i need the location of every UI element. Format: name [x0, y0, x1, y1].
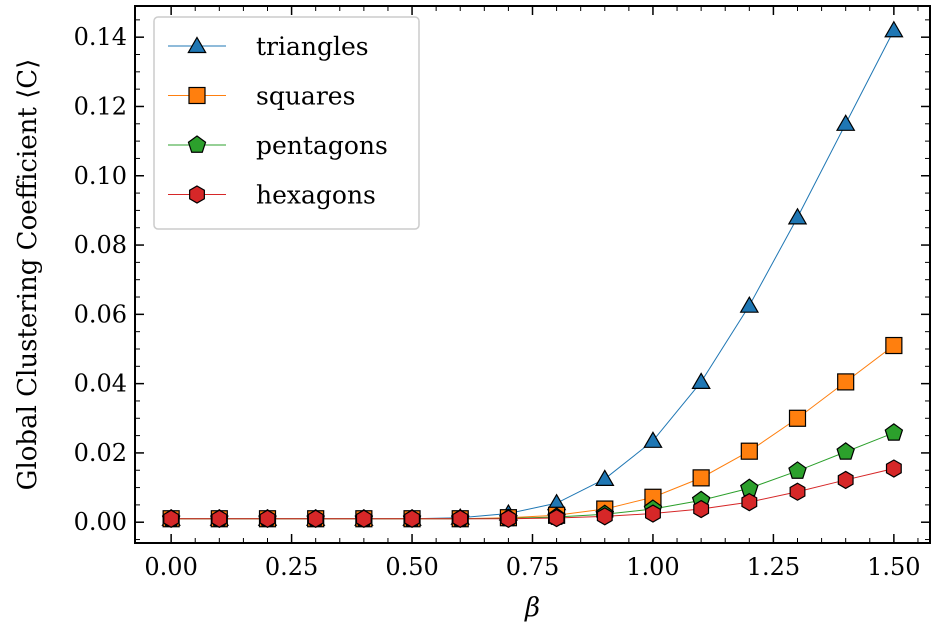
- hexagons-point: [741, 492, 758, 512]
- legend: triangles squares pentagons hexagons: [153, 16, 420, 230]
- y-tick-label: 0.02: [74, 439, 127, 467]
- triangles-point: [643, 431, 663, 448]
- x-tick-label: 1.00: [626, 553, 679, 581]
- pentagons-point: [836, 442, 855, 460]
- hexagons-point: [500, 509, 517, 528]
- pentagons-point: [884, 423, 904, 441]
- squares-point: [692, 469, 710, 487]
- triangles-point: [884, 20, 904, 38]
- y-tick-label: 0.08: [74, 231, 127, 259]
- x-tick-label: 1.50: [867, 553, 920, 581]
- triangles-point: [787, 207, 808, 225]
- hexagons-point: [693, 499, 710, 519]
- legend-label: squares: [256, 82, 355, 111]
- y-tick-label: 0.00: [74, 508, 127, 536]
- markers-hexagons: [163, 459, 902, 528]
- y-axis-label: Global Clustering Coefficient ⟨C⟩: [13, 59, 43, 491]
- hexagons-point: [644, 504, 661, 523]
- hexagons-line: [171, 468, 894, 520]
- hexagons-point: [404, 509, 421, 528]
- hexagons-point: [548, 508, 565, 528]
- hexagons-point: [789, 482, 806, 501]
- series-squares: [171, 345, 895, 520]
- legend-entry-squares: squares: [168, 82, 355, 111]
- hexagons-point: [259, 509, 276, 528]
- legend-marker-triangle: [187, 36, 207, 54]
- y-tick-label: 0.12: [74, 92, 127, 120]
- x-tick-label: 0.75: [506, 553, 559, 581]
- series-pentagons: [171, 432, 895, 520]
- squares-point: [837, 373, 855, 391]
- triangles-point: [595, 469, 615, 487]
- hexagons-point: [211, 509, 228, 528]
- y-tick-label: 0.06: [74, 300, 127, 328]
- hexagons-point: [307, 509, 324, 528]
- x-tick-label: 0.25: [265, 553, 318, 581]
- hexagons-point: [163, 509, 180, 528]
- legend-label: hexagons: [256, 181, 376, 210]
- triangles-point: [691, 372, 711, 389]
- squares-point: [788, 409, 807, 427]
- legend-label: pentagons: [256, 131, 388, 160]
- legend-box: [153, 16, 420, 230]
- legend-marker-square: [188, 86, 206, 105]
- legend-entry-triangles: triangles: [168, 32, 369, 61]
- pentagons-point: [788, 461, 807, 479]
- pentagons-line: [171, 432, 895, 520]
- triangles-point: [835, 114, 856, 131]
- hexagons-point: [452, 509, 469, 528]
- x-axis-label: β: [524, 593, 540, 623]
- legend-entry-pentagons: pentagons: [168, 131, 388, 160]
- hexagons-point: [885, 459, 902, 478]
- series-hexagons: [171, 468, 894, 520]
- x-tick-label: 1.25: [747, 553, 800, 581]
- y-tick-label: 0.10: [74, 162, 127, 190]
- legend-marker-hexagon: [189, 185, 205, 204]
- y-tick-label: 0.04: [74, 370, 127, 398]
- squares-point: [740, 442, 758, 460]
- series-layer: [161, 20, 904, 528]
- legend-marker-pentagon: [187, 135, 207, 153]
- hexagons-point: [596, 507, 613, 526]
- x-tick-label: 0.00: [144, 553, 197, 581]
- legend-entry-hexagons: hexagons: [168, 181, 376, 210]
- squares-point: [885, 336, 903, 355]
- hexagons-point: [355, 509, 372, 528]
- hexagons-point: [837, 470, 854, 490]
- markers-squares: [162, 336, 903, 528]
- squares-line: [171, 345, 895, 520]
- y-tick-label: 0.14: [74, 23, 127, 51]
- triangles-point: [739, 295, 760, 313]
- ticks-layer: 0.00 0.25 0.50 0.75 1.00 1.25 1.50 0.00 0.02 0.04…: [74, 6, 930, 581]
- legend-label: triangles: [256, 32, 369, 61]
- x-tick-label: 0.50: [385, 553, 438, 581]
